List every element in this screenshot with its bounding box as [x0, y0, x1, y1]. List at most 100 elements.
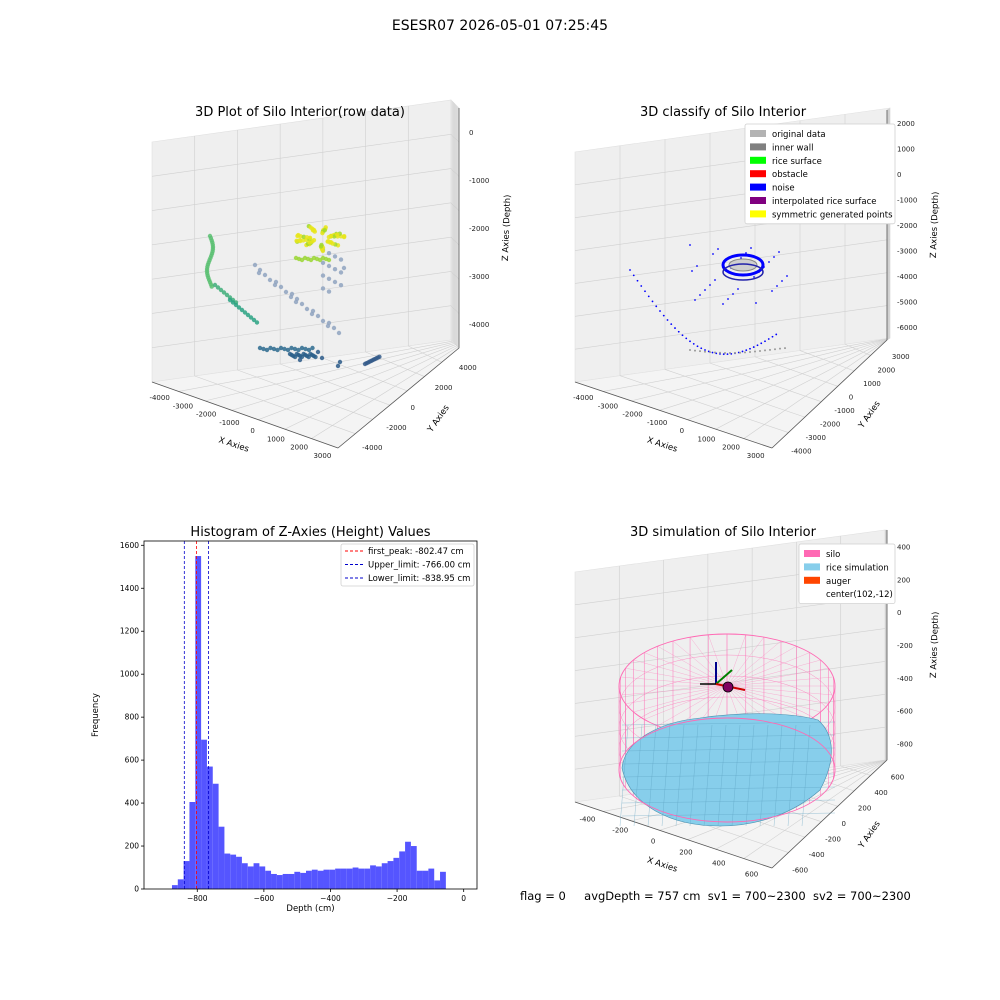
noise-point	[666, 319, 669, 321]
grid-line	[205, 341, 454, 402]
histogram-bar	[393, 857, 400, 889]
y-tick-label: 1000	[863, 380, 881, 388]
data-point	[307, 240, 312, 245]
histogram-bar	[253, 863, 260, 889]
grid-line	[151, 202, 452, 246]
rice-mesh-line	[703, 724, 713, 827]
x-tick-label: -200	[612, 827, 628, 835]
data-point	[338, 283, 344, 288]
data-point	[299, 345, 305, 351]
rice-mesh-line	[619, 724, 629, 827]
x-tick-label: 400	[712, 860, 725, 868]
noise-point	[760, 342, 763, 345]
y-tick-label: 1200	[120, 627, 139, 636]
data-point	[313, 354, 318, 360]
noise-point	[655, 305, 658, 308]
histogram-bar	[183, 861, 190, 889]
grid-line	[151, 168, 452, 211]
z-tick-label: -2000	[897, 222, 917, 230]
legend-swatch	[750, 143, 766, 151]
legend-swatch	[750, 130, 766, 137]
y-tick-label: 0	[849, 393, 853, 401]
legend-label: symmetric generated points	[772, 210, 893, 220]
histogram-bar	[329, 869, 336, 889]
noise-point	[737, 288, 739, 290]
data-point	[297, 357, 303, 363]
data-point	[292, 346, 298, 352]
noise-point	[632, 274, 635, 277]
y-tick-label: -600	[792, 866, 808, 874]
histogram-bar	[399, 851, 406, 889]
noise-point	[636, 279, 639, 282]
data-point	[297, 238, 302, 243]
data-point	[377, 354, 382, 359]
histogram-bar	[335, 868, 341, 889]
data-point	[278, 284, 284, 290]
z-tick-label: 400	[897, 543, 910, 551]
auger-center	[722, 681, 734, 693]
histogram-bar	[300, 872, 307, 889]
y-tick-label: 0	[134, 885, 139, 894]
legend-swatch	[750, 183, 766, 191]
noise-point	[714, 279, 716, 281]
data-point	[341, 265, 347, 271]
rice-mesh-line	[689, 724, 699, 827]
data-point	[271, 346, 277, 352]
data-point	[341, 234, 347, 240]
histogram-bar	[370, 865, 376, 889]
histogram-bar	[177, 879, 184, 889]
noise-point	[717, 248, 719, 250]
data-point	[242, 310, 248, 315]
data-point	[326, 276, 332, 281]
noise-point	[704, 289, 706, 291]
status-footer: flag = 0 avgDepth = 757 cm sv1 = 700~230…	[520, 889, 911, 903]
noise-point	[776, 285, 778, 287]
data-point	[215, 285, 221, 290]
noise-point	[685, 337, 688, 340]
data-point	[221, 290, 227, 295]
histogram-bar	[340, 868, 347, 889]
data-point	[218, 287, 224, 293]
noise-point	[778, 251, 780, 253]
simulation-legend	[798, 543, 896, 604]
noise-point	[692, 343, 695, 345]
legend-label: auger	[826, 577, 851, 587]
silo-wire	[726, 659, 821, 687]
noise-point	[651, 300, 654, 303]
noise-point	[753, 276, 755, 278]
legend-label: original data	[772, 130, 826, 140]
y-tick-label: -200	[825, 835, 841, 843]
noise-point	[696, 265, 698, 267]
histogram-bar	[212, 783, 219, 889]
noise-point	[699, 294, 701, 296]
data-point	[268, 345, 273, 351]
grid-line	[194, 375, 356, 434]
silo-wire	[644, 652, 728, 687]
x-tick-label: 3000	[313, 452, 331, 460]
noise-point	[644, 290, 646, 293]
silo-wire	[726, 634, 746, 687]
x-tick-label: -2000	[196, 411, 216, 419]
histogram-bar	[422, 870, 429, 889]
wall-point	[749, 351, 751, 354]
z-tick-label: -400	[897, 675, 913, 683]
y-tick-label: 1600	[120, 541, 139, 550]
grid-line	[840, 765, 871, 776]
silo-wire	[726, 685, 810, 720]
x-tick-label: -1000	[219, 419, 239, 427]
noise-point	[732, 293, 734, 295]
data-point	[252, 262, 258, 268]
histogram-bar	[171, 885, 178, 889]
data-point	[224, 292, 230, 298]
x-tick-label: 0	[680, 427, 684, 435]
x-tick-label: −800	[187, 894, 208, 903]
noise-point	[689, 244, 691, 246]
legend-swatch	[750, 197, 766, 204]
grid-line	[151, 271, 452, 314]
silo-wire	[726, 637, 765, 687]
rice-mesh-line	[759, 724, 769, 827]
data-point	[278, 345, 284, 351]
z-tick-label: -1000	[469, 177, 489, 185]
noise-point	[745, 252, 747, 254]
noise-point	[786, 275, 788, 277]
